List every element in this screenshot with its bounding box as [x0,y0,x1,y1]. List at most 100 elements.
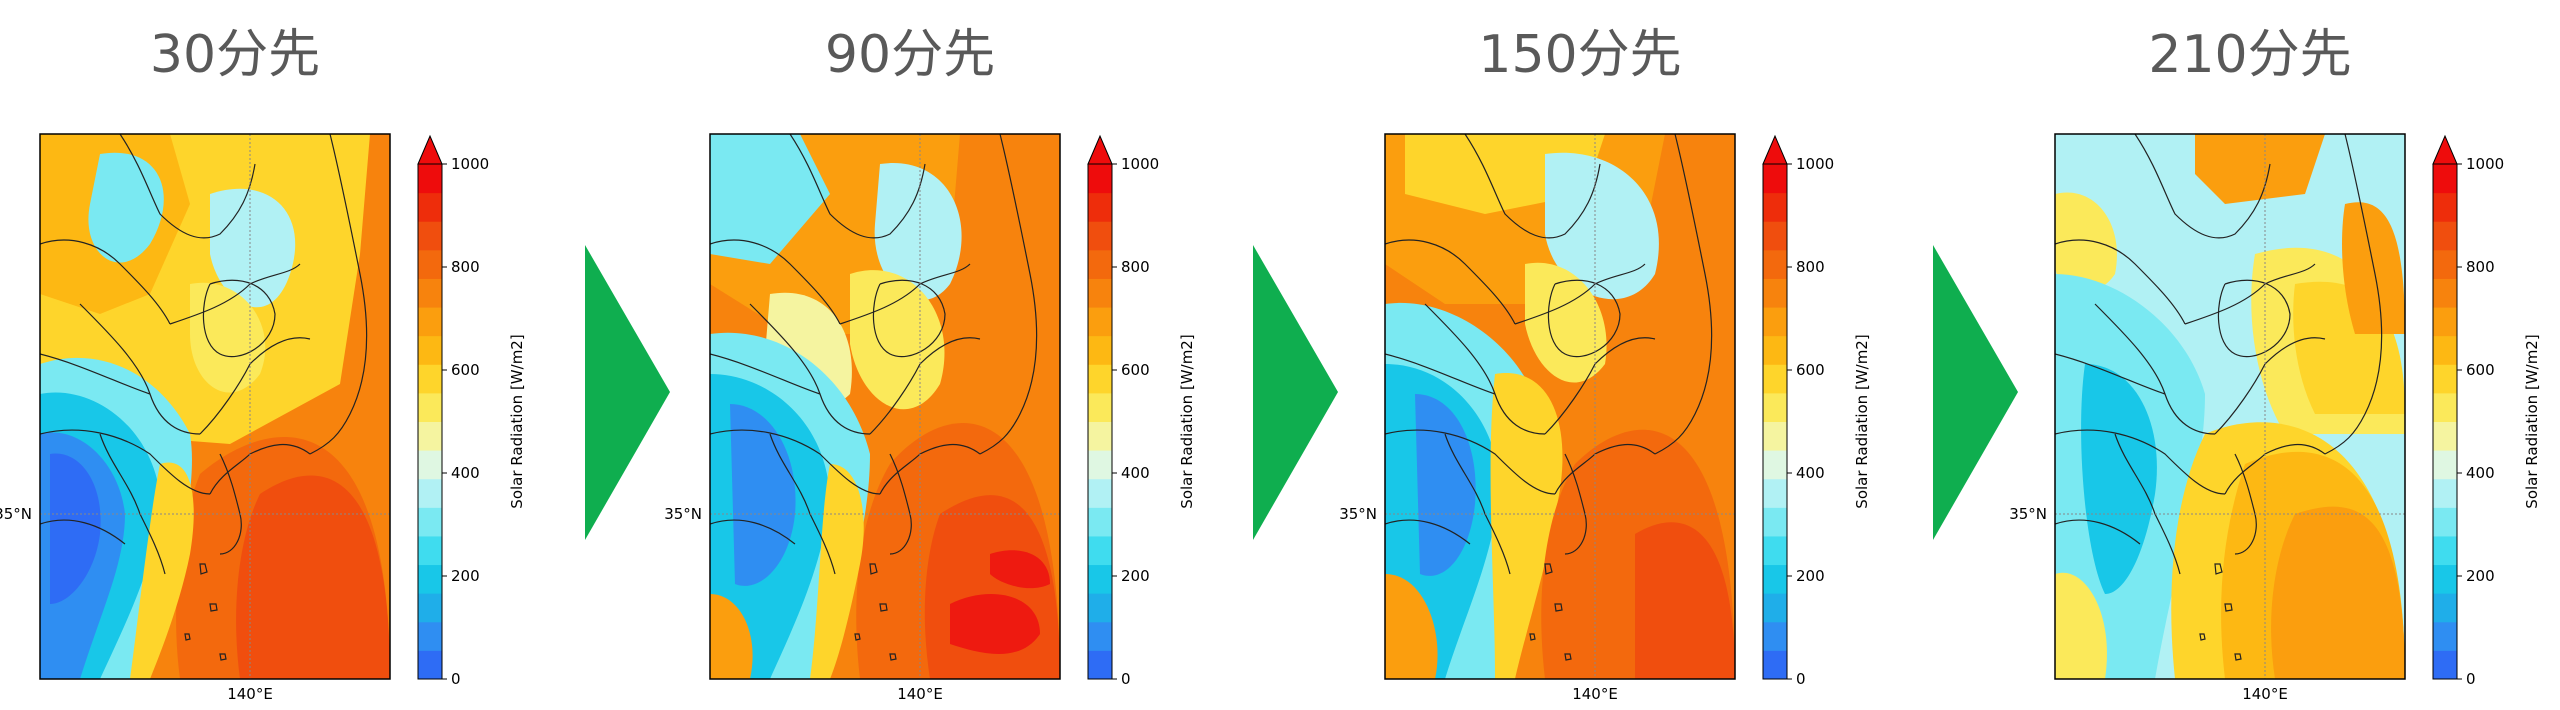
colorbar-segment [1763,307,1787,337]
colorbar-tick-label: 0 [1121,670,1131,688]
border-line [40,519,126,545]
colorbar-segment [1088,364,1112,394]
colorbar-extend-max [417,134,443,165]
border-line [710,239,841,325]
colorbar-tick-label: 800 [451,258,480,276]
border-line [119,134,256,239]
border-line [199,337,311,435]
map-frame [39,133,391,680]
colorbar-segment [418,507,442,537]
map-frame [2054,133,2406,680]
colorbar-tick-label: 400 [451,464,480,482]
border-line [1544,337,1656,435]
panel-title-3: 150分先 [1478,25,1682,85]
lon-tick-label: 140°E [2242,685,2288,703]
radiation-contour-region [950,594,1040,654]
lon-tick-label: 140°E [227,685,273,703]
colorbar-segment [1763,507,1787,537]
radiation-contour-region [2055,192,2117,293]
island-outline [1544,563,1553,575]
colorbar-tick-label: 200 [451,567,480,585]
colorbar-segment [418,421,442,451]
radiation-contour-region [210,188,296,308]
colorbar-segment [418,307,442,337]
colorbar-segment [2433,450,2457,480]
border-line [2184,263,2316,325]
lat-tick-label: 35°N [664,505,702,523]
lon-tick-label: 140°E [1572,685,1618,703]
arrow-shape [1253,245,1338,540]
border-line [2055,429,2226,495]
radiation-contour-region [236,475,390,679]
panel-title-1: 30分先 [149,25,321,85]
colorbar-segment [1763,564,1787,594]
colorbar-segment [1763,621,1787,651]
solar-radiation-field [40,134,390,679]
colorbar-segment [1088,192,1112,222]
island-outline [2199,633,2206,641]
colorbar: 0 200 400 600 800 1000 Solar Radiation [W/m2] [2432,134,2541,688]
colorbar-extend-max [1087,134,1113,165]
colorbar-segment [418,192,442,222]
colorbar-segment [1088,507,1112,537]
colorbar-segment [1088,421,1112,451]
colorbar-frame [2432,163,2458,680]
colorbar-segment [2433,593,2457,623]
colorbar-tick-label: 1000 [1796,155,1834,173]
forecast-map-210min: 35°N 140°E 0 200 400 600 800 1000 Solar Radiatio… [2009,133,2541,703]
border-line [40,353,151,395]
border-line [2224,443,2326,495]
island-outline [879,603,888,612]
radiation-contour-region [1635,522,1735,679]
colorbar-segment [1088,335,1112,365]
radiation-contour-region [710,134,830,264]
border-line [2114,433,2181,575]
panel-title-2: 90分先 [824,25,996,85]
island-outline [2224,603,2233,612]
colorbar-segment [418,278,442,308]
colorbar-segment [1763,650,1787,680]
colorbar-segment [1088,650,1112,680]
radiation-contour-region [1385,574,1438,679]
border-line [1385,429,1556,495]
border-line [209,443,311,495]
colorbar-segment [1763,535,1787,566]
radiation-contour-region [1490,373,1563,679]
island-outline [1564,653,1572,661]
colorbar-segment [1088,535,1112,566]
map-frame [709,133,1061,680]
lat-tick-label: 35°N [2009,505,2047,523]
radiation-contour-region [130,462,194,679]
colorbar: 0 200 400 600 800 1000 Solar Radiation [W/m2] [1762,134,1871,688]
colorbar-segment [1763,421,1787,451]
colorbar-segment [1088,593,1112,623]
border-line [872,279,946,358]
colorbar-segment [2433,278,2457,308]
colorbar-segment [418,621,442,651]
colorbar-extend-max [2432,134,2458,165]
border-line [2055,239,2186,325]
colorbar-segment [1088,478,1112,508]
colorbar-segment [2433,478,2457,508]
solar-radiation-field [710,134,1060,679]
colorbar-tick-label: 200 [2466,567,2495,585]
radiation-contour-region [2081,364,2157,594]
colorbar-segment [2433,507,2457,537]
border-line [309,134,368,455]
island-outline [184,633,191,641]
colorbar-tick-label: 0 [1796,670,1806,688]
colorbar-extend-max [1762,134,1788,165]
colorbar-tick-label: 200 [1121,567,1150,585]
arrow-shape [585,245,670,540]
arrow-shape [1933,245,2018,540]
colorbar-segment [1763,278,1787,308]
colorbar-segment [418,221,442,251]
island-outline [209,603,218,612]
border-line [1464,134,1601,239]
colorbar-segment [418,249,442,279]
colorbar-tick-label: 800 [2466,258,2495,276]
border-line [2324,134,2383,455]
colorbar-segment [1088,249,1112,279]
colorbar-tick-label: 1000 [1121,155,1159,173]
map-frame [1384,133,1736,680]
